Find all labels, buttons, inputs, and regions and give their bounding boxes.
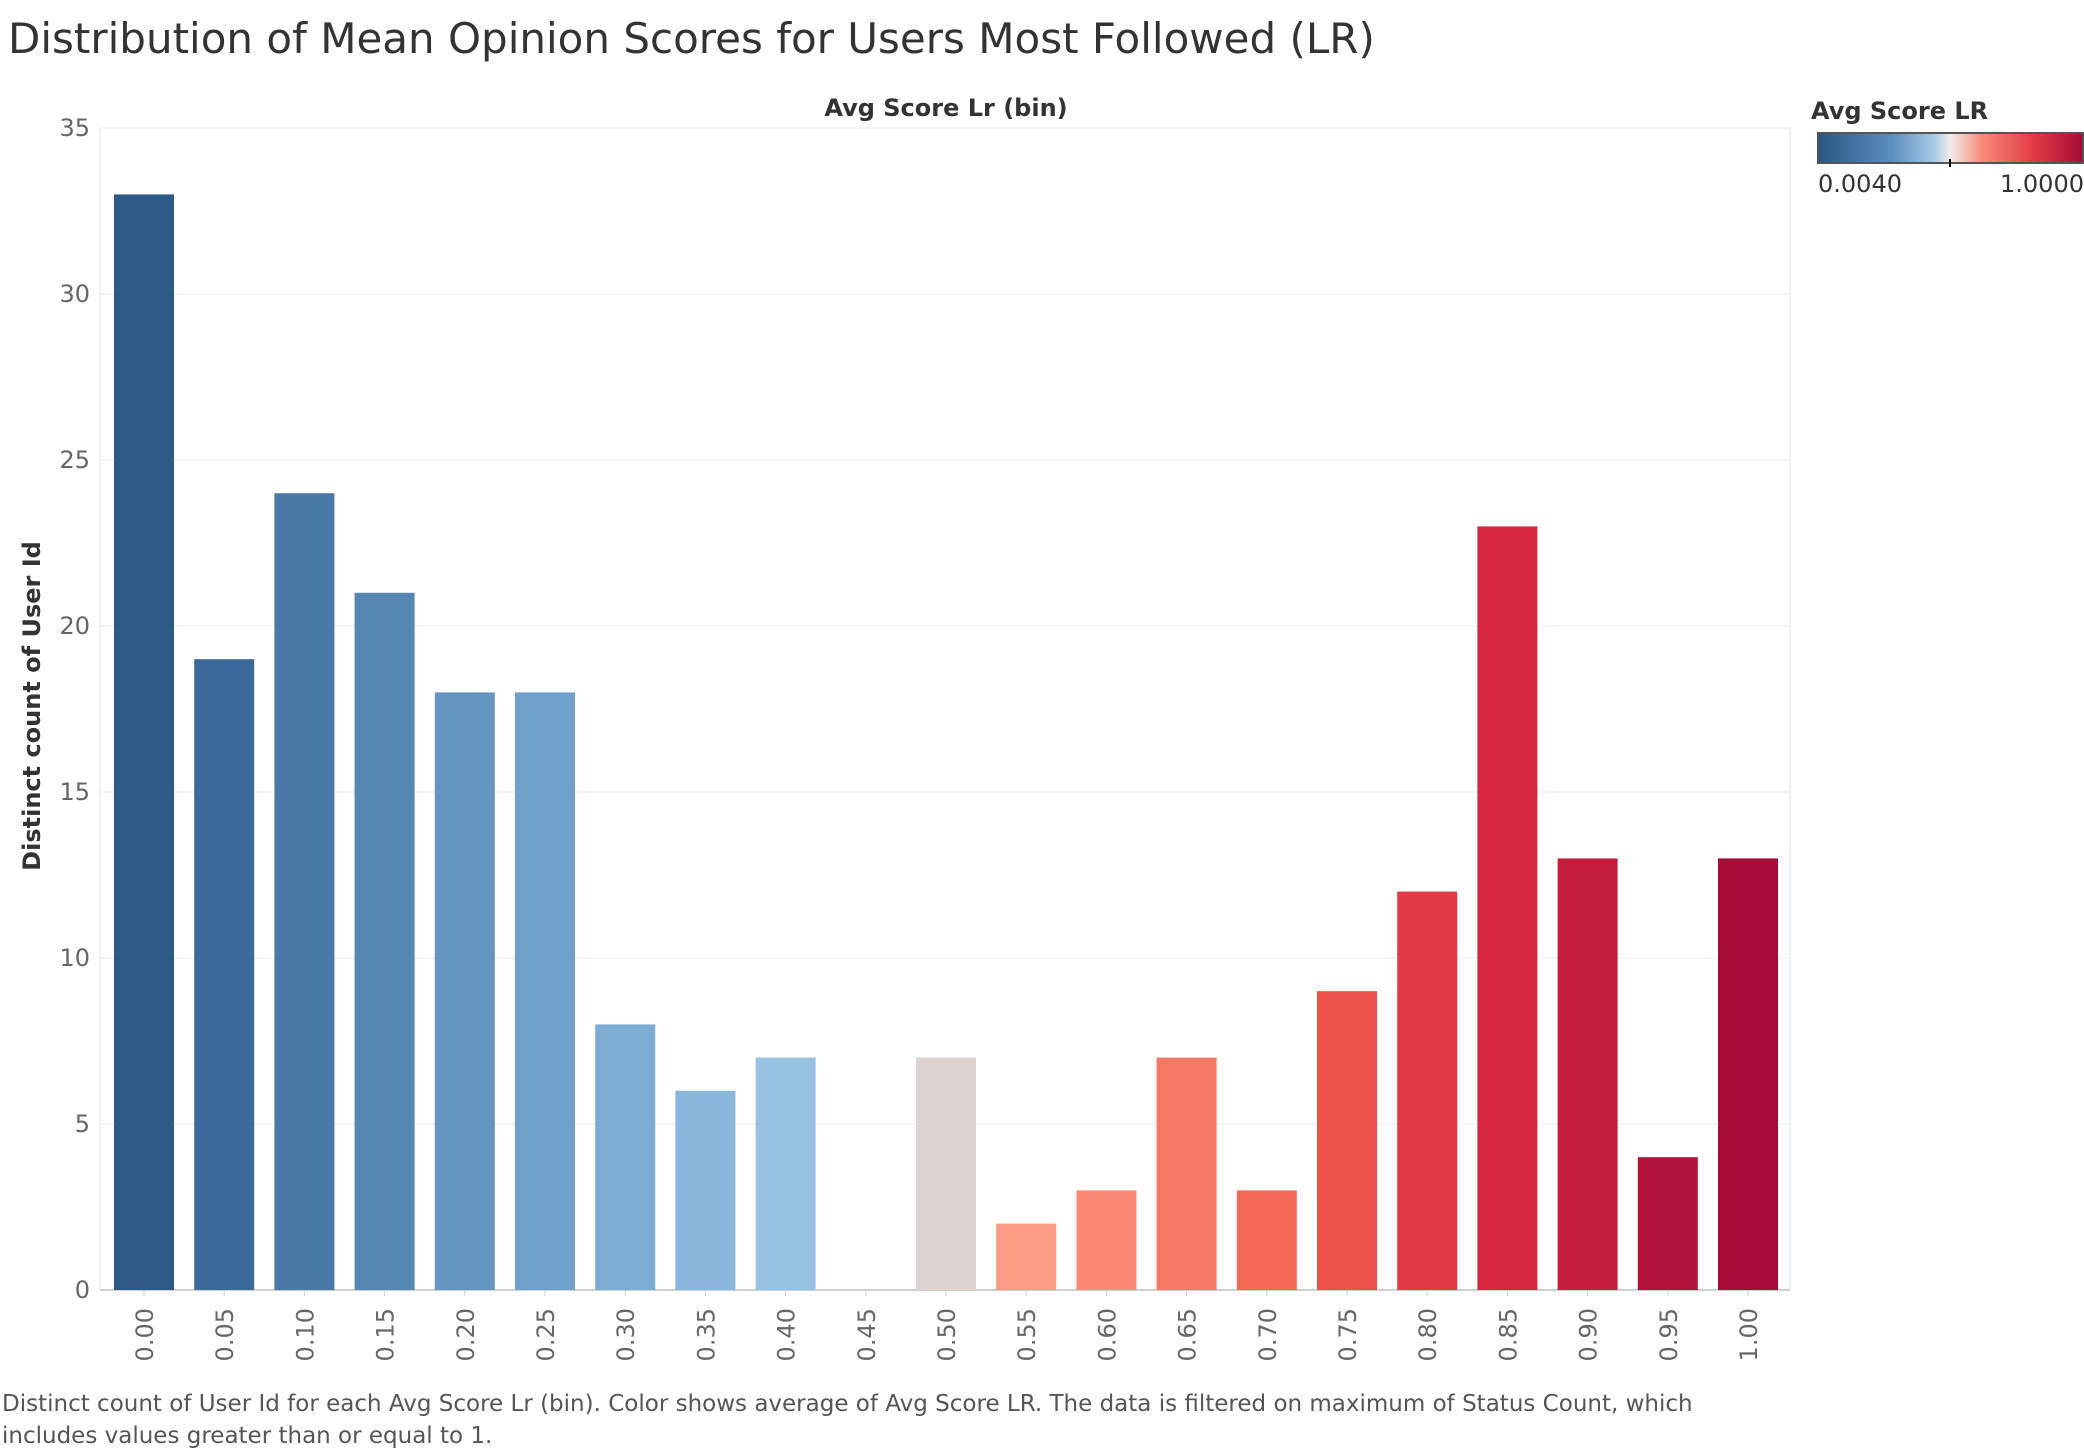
legend-min-label: 0.0040 xyxy=(1818,170,1902,198)
bar-0.30[interactable] xyxy=(595,1024,656,1290)
x-tick-label: 0.25 xyxy=(532,1308,560,1361)
bar-0.35[interactable] xyxy=(675,1090,736,1290)
y-axis-label: Distinct count of User Id xyxy=(18,541,46,871)
bar-0.25[interactable] xyxy=(515,692,575,1290)
x-tick-label: 0.85 xyxy=(1494,1308,1522,1361)
x-tick-label: 0.75 xyxy=(1334,1308,1362,1361)
x-tick-label: 0.95 xyxy=(1655,1308,1683,1361)
x-tick-label: 0.35 xyxy=(692,1308,720,1361)
bar-1.00[interactable] xyxy=(1718,858,1778,1290)
x-tick-label: 0.00 xyxy=(131,1308,159,1361)
bar-0.70[interactable] xyxy=(1236,1190,1297,1290)
bar-0.65[interactable] xyxy=(1156,1057,1217,1290)
y-axis-ticks: 0 5 10 15 20 25 30 35 xyxy=(59,114,90,1304)
x-tick-label: 1.00 xyxy=(1735,1308,1763,1361)
bar-0.95[interactable] xyxy=(1637,1157,1698,1290)
bar-0.55[interactable] xyxy=(996,1223,1057,1290)
x-tick-label: 0.55 xyxy=(1013,1308,1041,1361)
bar-0.10[interactable] xyxy=(274,493,335,1290)
x-tick-label: 0.30 xyxy=(612,1308,640,1361)
bar-0.40[interactable] xyxy=(755,1057,816,1290)
chart-title: Distribution of Mean Opinion Scores for … xyxy=(8,14,1375,63)
x-tick-label: 0.90 xyxy=(1575,1308,1603,1361)
bar-0.85[interactable] xyxy=(1477,526,1538,1290)
x-tick-label: 0.10 xyxy=(291,1308,319,1361)
y-tick-label: 5 xyxy=(75,1110,90,1138)
x-tick-label: 0.45 xyxy=(853,1308,881,1361)
y-tick-label: 35 xyxy=(59,114,90,142)
bar-0.60[interactable] xyxy=(1076,1190,1137,1290)
chart-caption: Distinct count of User Id for each Avg S… xyxy=(2,1391,1693,1449)
y-tick-label: 0 xyxy=(75,1276,90,1304)
bar-0.80[interactable] xyxy=(1397,891,1458,1290)
legend-title: Avg Score LR xyxy=(1811,97,1989,125)
x-tick-label: 0.65 xyxy=(1174,1308,1202,1361)
y-tick-label: 15 xyxy=(59,778,90,806)
bar-0.05[interactable] xyxy=(194,659,255,1290)
x-tick-label: 0.15 xyxy=(372,1308,400,1361)
y-tick-label: 30 xyxy=(59,280,90,308)
bar-0.50[interactable] xyxy=(916,1057,976,1290)
x-tick-label: 0.50 xyxy=(933,1308,961,1361)
legend-max-label: 1.0000 xyxy=(2000,170,2084,198)
y-tick-label: 25 xyxy=(59,446,90,474)
x-tick-label: 0.40 xyxy=(773,1308,801,1361)
bar-0.75[interactable] xyxy=(1317,991,1377,1290)
legend-midpoint-tick xyxy=(1949,159,1951,167)
x-tick-label: 0.60 xyxy=(1093,1308,1121,1361)
bar-0.15[interactable] xyxy=(354,592,415,1290)
x-tick-label: 0.80 xyxy=(1414,1308,1442,1361)
y-tick-label: 10 xyxy=(59,944,90,972)
x-tick-label: 0.70 xyxy=(1254,1308,1282,1361)
x-axis-label: Avg Score Lr (bin) xyxy=(824,94,1067,122)
x-tick-label: 0.05 xyxy=(211,1308,239,1361)
bar-0.00[interactable] xyxy=(114,194,174,1290)
y-tick-label: 20 xyxy=(59,612,90,640)
bar-0.90[interactable] xyxy=(1557,858,1618,1290)
bar-0.20[interactable] xyxy=(434,692,495,1290)
x-axis-ticks: 0.00 0.05 0.10 0.15 0.20 0.25 0.30 0.35 0.40 0.45… xyxy=(131,1290,1763,1361)
bars xyxy=(114,194,1778,1290)
x-tick-label: 0.20 xyxy=(452,1308,480,1361)
